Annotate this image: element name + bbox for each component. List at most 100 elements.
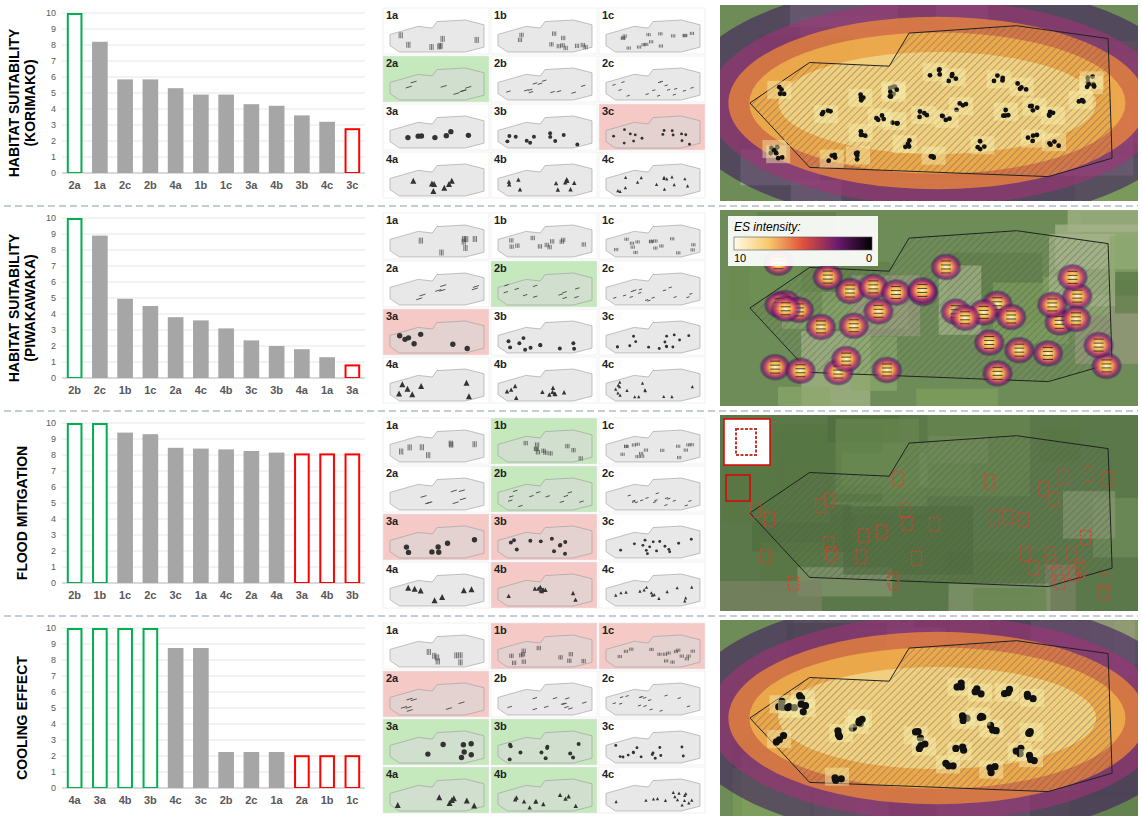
thumbnail-cell [599, 261, 705, 307]
thumbnail-mark [643, 588, 646, 591]
map-tree [773, 268, 783, 269]
thumbnail-mark [518, 187, 522, 191]
map-tree [773, 738, 780, 745]
thumbnail-mark [522, 659, 523, 663]
thumbnail-mark [582, 456, 583, 460]
thumbnail-mark [616, 248, 617, 251]
x-tick-label: 4a [271, 589, 284, 601]
thumbnail-mark [688, 143, 691, 146]
thumbnail-label: 3c [602, 515, 614, 527]
thumbnail-mark [634, 340, 637, 343]
map-tree [1027, 756, 1034, 763]
map-tree [895, 121, 900, 126]
map-tree [954, 76, 959, 81]
thumbnail-mark [564, 706, 568, 707]
thumbnail-label: 4b [494, 358, 507, 370]
thumbnail-mark [614, 248, 615, 251]
thumbnail-mark [468, 741, 473, 746]
thumbnail-cell [599, 671, 705, 717]
thumbnail-mark [653, 648, 654, 651]
thumbnail-mark [645, 549, 648, 552]
x-tick-label: 4c [195, 384, 207, 396]
y-tick-label: 10 [46, 8, 56, 18]
thumbnail-mark [639, 452, 640, 455]
y-tick-label: 3 [51, 325, 56, 335]
thumbnail-mark [694, 650, 695, 653]
thumbnail-cell [599, 466, 705, 512]
map-field [1068, 210, 1138, 232]
thumbnail-mark [635, 443, 636, 446]
thumbnail-mark [655, 246, 656, 249]
y-tick-label: 10 [46, 418, 56, 428]
thumbnail-marks [615, 237, 695, 254]
thumbnail-mark [461, 587, 467, 593]
thumbnail-mark [673, 333, 676, 336]
thumbnail-mark [429, 549, 434, 554]
thumbnail-mark [538, 343, 542, 347]
thumbnail-cell [491, 56, 597, 102]
thumbnail-mark [660, 710, 663, 712]
thumbnail-mark [652, 297, 655, 299]
map-tree [841, 357, 851, 358]
map-tree [829, 153, 834, 158]
map-tree [858, 92, 863, 97]
thumbnail-mark [660, 44, 661, 47]
thumbnail-cell [491, 213, 597, 259]
thumbnail-marks [509, 537, 567, 556]
map-tree [928, 73, 933, 78]
thumbnail-mark [539, 539, 543, 543]
thumbnail-cell [383, 623, 489, 669]
thumbnail-mark [532, 135, 536, 139]
thumbnail-mark [679, 251, 680, 254]
thumbnail-marks [614, 381, 694, 399]
thumbnail-mark [661, 133, 664, 136]
thumbnail-mark [550, 537, 554, 541]
thumbnail-mark [437, 658, 438, 664]
thumbnail-mark [626, 445, 627, 448]
thumbnail-mark [642, 452, 643, 455]
thumbnail-mark [439, 658, 440, 664]
x-tick-label: 4b [321, 589, 334, 601]
thumbnail-site [390, 321, 484, 353]
map-tree [891, 298, 901, 299]
map-tree [941, 272, 951, 273]
map-tree [1015, 81, 1020, 86]
thumbnail-mark [549, 42, 550, 46]
thumbnail-mark [686, 296, 689, 298]
map-tree [834, 727, 841, 734]
map-tree [924, 113, 929, 118]
thumbnail-marks [400, 441, 477, 459]
thumbnail-mark [679, 649, 680, 652]
thumbnail-mark [427, 649, 428, 655]
thumbnail-mark [621, 655, 622, 658]
map-tree [1006, 319, 1016, 320]
thumbnail-mark [504, 285, 508, 286]
map-swale [750, 503, 760, 517]
x-tick-label: 4a [69, 794, 82, 806]
thumbnail-mark [548, 131, 552, 135]
x-tick-label: 2b [68, 589, 81, 601]
x-tick-label: 2b [220, 794, 233, 806]
map-tree [940, 114, 945, 119]
thumbnail-mark [684, 34, 685, 37]
thumbnail-mark [533, 296, 537, 297]
thumbnail-site [390, 478, 484, 510]
thumbnail-marks [518, 31, 587, 50]
thumbnail-cell [599, 623, 705, 669]
thumbnail-mark [522, 653, 523, 657]
bar [168, 648, 184, 788]
map-tree [912, 728, 919, 735]
thumbnail-marks [506, 585, 577, 602]
map-swale [1049, 492, 1059, 506]
y-tick-label: 9 [51, 24, 56, 34]
thumbnail-mark [431, 44, 432, 50]
bar [346, 129, 360, 173]
thumbnail-mark [575, 288, 579, 289]
thumbnail-mark [525, 441, 526, 445]
map-tree [873, 305, 883, 306]
map-tree [828, 109, 833, 114]
thumbnail-mark [421, 496, 427, 498]
thumbnail-mark [401, 449, 402, 455]
thumbnail-mark [406, 42, 407, 48]
thumbnail-mark [535, 447, 536, 451]
